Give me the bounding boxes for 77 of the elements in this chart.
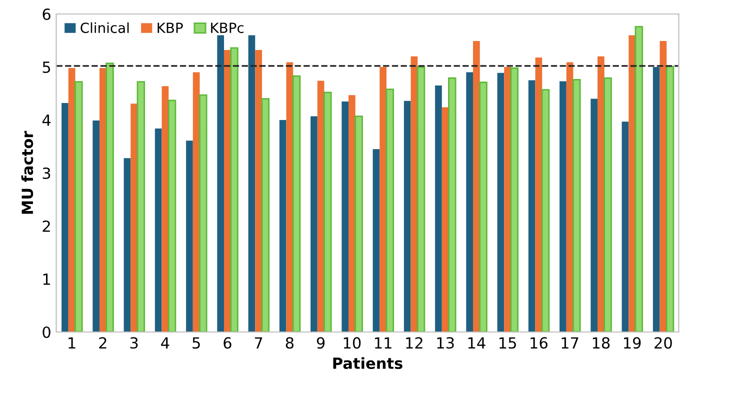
bar [186, 140, 193, 332]
x-tick-label: 9 [316, 337, 325, 349]
x-tick-label: 1 [68, 337, 76, 348]
bar [528, 80, 536, 332]
bar [541, 89, 550, 332]
x-tick-label: 7 [254, 337, 262, 348]
bar [279, 120, 286, 332]
bar [404, 100, 411, 332]
y-tick-label: 6 [42, 8, 50, 20]
x-tick-label: 5 [192, 337, 200, 349]
legend-label: KBPc [211, 22, 244, 34]
y-tick-label: 5 [42, 62, 50, 74]
bar [342, 101, 349, 332]
bar [634, 26, 644, 332]
y-tick-label: 1 [43, 274, 50, 285]
bar [130, 104, 138, 332]
x-tick-label: 10 [344, 337, 361, 349]
bar [217, 35, 224, 332]
x-tick-label: 16 [530, 337, 548, 349]
bar [479, 82, 488, 332]
x-tick-label: 6 [224, 337, 232, 349]
bar [74, 81, 83, 332]
bar [230, 47, 238, 332]
x-tick-label: 12 [406, 337, 422, 348]
bar [261, 98, 270, 332]
bar [62, 103, 68, 332]
bar [124, 158, 131, 332]
bar [448, 77, 456, 332]
bar [199, 94, 208, 332]
bar [652, 67, 660, 332]
bar [560, 81, 566, 332]
bar [497, 72, 504, 332]
bar [372, 149, 380, 332]
y-tick-label: 4 [42, 114, 51, 126]
bar [292, 75, 301, 332]
bar [628, 35, 636, 332]
bar [622, 122, 629, 332]
bar [416, 66, 426, 332]
legend-label: KBP [158, 22, 183, 33]
bar [504, 67, 511, 332]
legend-label: Clinical [80, 22, 129, 34]
bar [386, 88, 394, 332]
x-tick-label: 8 [286, 337, 294, 349]
x-tick-label: 14 [468, 337, 486, 348]
y-tick-label: 0 [42, 326, 50, 338]
bar [136, 81, 146, 332]
bar [106, 62, 114, 332]
bar [92, 120, 100, 332]
bar [590, 98, 598, 332]
x-tick-label: 3 [130, 337, 138, 349]
y-tick-label: 3 [42, 167, 50, 180]
x-tick-label: 4 [161, 337, 170, 348]
bar [466, 72, 474, 332]
bar [168, 100, 176, 332]
bar [572, 79, 581, 332]
x-axis-title: Patients [333, 357, 402, 370]
bar [510, 67, 519, 332]
bar [354, 116, 363, 332]
y-tick-label: 2 [42, 220, 50, 232]
bar [604, 77, 612, 332]
y-axis-title: MU factor [21, 130, 34, 214]
x-tick-label: 17 [562, 337, 578, 348]
x-tick-label: 20 [654, 337, 672, 349]
bar [666, 66, 674, 332]
x-tick-label: 2 [99, 337, 106, 348]
x-tick-label: 11 [375, 337, 392, 348]
bar [255, 50, 262, 332]
bar [324, 92, 332, 332]
bar [435, 86, 442, 332]
bar [154, 128, 162, 332]
x-tick-label: 15 [500, 337, 516, 349]
x-tick-label: 13 [437, 337, 454, 349]
bar [310, 116, 318, 332]
x-tick-label: 18 [592, 337, 610, 349]
x-tick-label: 19 [624, 337, 641, 349]
bar [380, 67, 386, 332]
bar [248, 35, 256, 332]
